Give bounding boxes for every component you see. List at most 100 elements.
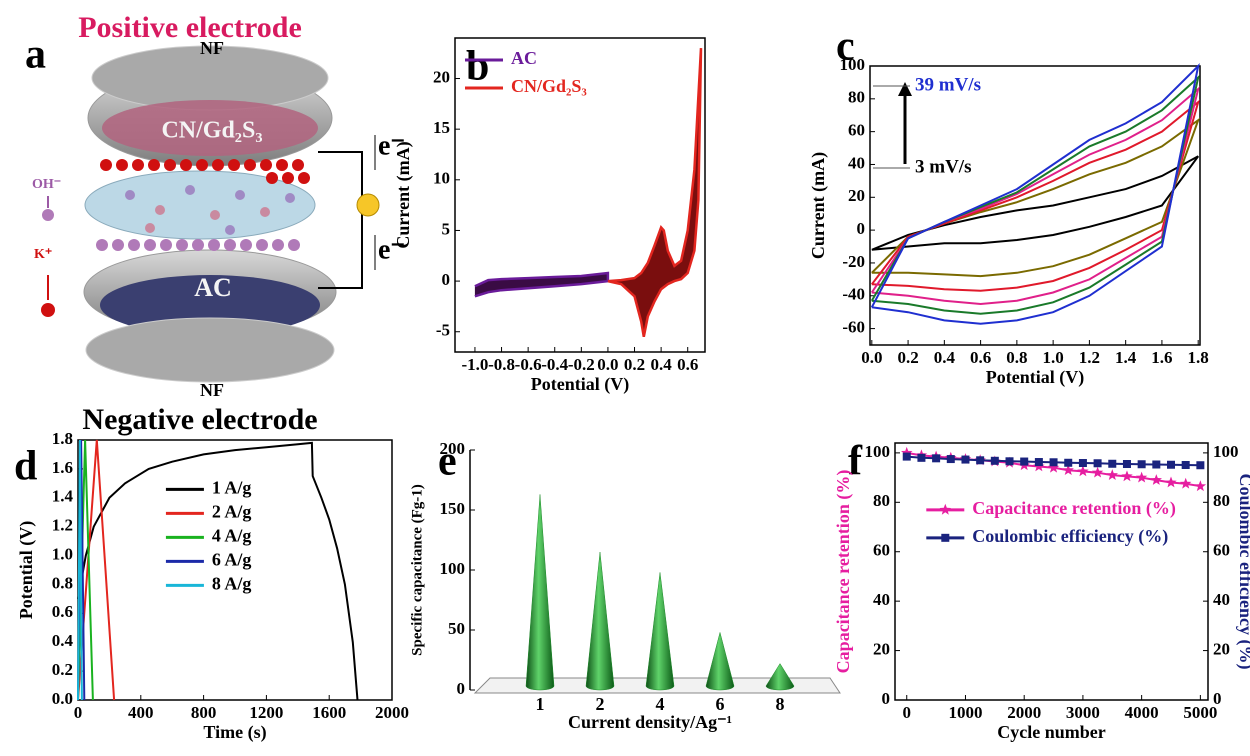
x-tick-label: 4 <box>656 694 665 714</box>
x-tick-label: 1.0 <box>1043 348 1064 367</box>
ion-icon <box>235 190 245 200</box>
panel-letter: c <box>836 24 855 70</box>
marker <box>1049 458 1058 467</box>
cation-icon <box>228 159 240 171</box>
y-tick-label: 200 <box>440 439 466 458</box>
y-tick-label: 20 <box>433 67 450 86</box>
electrode-label: CN/Gd₂S₃ <box>161 118 262 144</box>
annotation: 3 mV/s <box>915 156 971 177</box>
series-line <box>474 271 610 298</box>
x-axis-title: Potential (V) <box>986 367 1084 388</box>
x-tick-label: 2 <box>596 694 605 714</box>
y-tick-label: 20 <box>873 639 890 658</box>
series-line <box>77 441 359 701</box>
ion-label: OH⁻ <box>32 177 61 192</box>
ion-icon <box>210 210 220 220</box>
x-tick-label: 2000 <box>375 703 409 722</box>
anion-icon <box>160 239 172 251</box>
y-tick-label: 0.2 <box>52 660 73 679</box>
x-tick-label: 8 <box>776 694 785 714</box>
y-tick-label: 1.2 <box>52 516 73 535</box>
y2-tick-label: 20 <box>1213 639 1230 658</box>
marker <box>1196 461 1205 470</box>
marker <box>939 503 951 515</box>
series-line <box>77 439 116 701</box>
y-tick-label: 0 <box>857 219 866 238</box>
cation-icon <box>148 159 160 171</box>
y2-tick-label: 80 <box>1213 491 1230 510</box>
y-axis-title: Potential (V) <box>16 521 37 619</box>
anion-icon <box>192 239 204 251</box>
marker <box>917 453 926 462</box>
top-electrode <box>102 100 318 156</box>
collector-label: NF <box>200 380 224 400</box>
diagram-title: Positive electrode <box>78 11 302 44</box>
marker <box>1005 457 1014 466</box>
y-tick-label: 50 <box>448 619 465 638</box>
anion-icon <box>144 239 156 251</box>
annotation: 39 mV/s <box>915 74 981 95</box>
x-tick-label: 1.2 <box>1079 348 1100 367</box>
legend-label: 2 A/g <box>212 502 252 522</box>
legend-label: 4 A/g <box>212 526 252 546</box>
marker <box>946 455 955 464</box>
marker <box>1180 477 1192 489</box>
collector-label: NF <box>200 38 224 58</box>
x-tick-label: 6 <box>716 694 725 714</box>
marker <box>1020 457 1029 466</box>
x-tick-label: 1200 <box>249 703 283 722</box>
y-tick-label: 100 <box>840 55 866 74</box>
x-tick-label: 0 <box>902 703 911 722</box>
marker <box>1121 470 1133 482</box>
y-tick-label: 100 <box>865 442 891 461</box>
anion-icon <box>272 239 284 251</box>
plot-frame <box>894 442 1209 701</box>
x-tick-label: -0.6 <box>515 355 542 374</box>
y-tick-label: 1.4 <box>52 487 74 506</box>
anion-icon <box>288 239 300 251</box>
x-tick-label: 2000 <box>1007 703 1041 722</box>
cation-icon <box>276 159 288 171</box>
ion-icon <box>155 205 165 215</box>
x-tick-label: 1.4 <box>1115 348 1137 367</box>
y-tick-label: 60 <box>873 541 890 560</box>
y-tick-label: 40 <box>873 590 890 609</box>
panel-letter: a <box>25 32 46 78</box>
ion-icon <box>285 193 295 203</box>
anion-icon <box>224 239 236 251</box>
cation-icon <box>266 172 278 184</box>
anion-icon <box>42 209 54 221</box>
y-axis-title: Specific capacitance (Fg-1) <box>409 484 425 656</box>
x-tick-label: 400 <box>128 703 154 722</box>
marker <box>941 533 950 542</box>
x-tick-label: 4000 <box>1125 703 1159 722</box>
x-tick-label: 0.4 <box>650 355 672 374</box>
panel-a: a Positive electrode NF CN/Gd₂S₃ AC NF N… <box>25 11 405 436</box>
x-axis-title: Current density/Ag⁻¹ <box>568 712 732 732</box>
marker <box>1093 459 1102 468</box>
marker <box>1064 458 1073 467</box>
anion-icon <box>112 239 124 251</box>
cone <box>585 551 615 691</box>
y-axis-title: Current (mA) <box>808 152 829 259</box>
panel-letter: f <box>848 439 863 485</box>
marker <box>902 452 911 461</box>
cation-icon <box>116 159 128 171</box>
marker <box>1135 471 1148 483</box>
marker <box>901 446 913 458</box>
marker <box>1194 480 1207 492</box>
series-line <box>870 86 1200 306</box>
ion-label: K⁺ <box>34 247 52 262</box>
x-tick-label: 0.8 <box>1006 348 1027 367</box>
x-tick-label: 0 <box>74 703 83 722</box>
bulb <box>356 193 380 217</box>
x-axis-title: Potential (V) <box>531 374 629 395</box>
y-tick-label: 0.6 <box>52 602 73 621</box>
x-tick-label: 0.0 <box>597 355 618 374</box>
cone <box>705 631 735 691</box>
x-tick-label: -1.0 <box>461 355 488 374</box>
cation-icon <box>196 159 208 171</box>
marker <box>1167 460 1176 469</box>
cation-icon <box>212 159 224 171</box>
cone <box>645 572 675 691</box>
